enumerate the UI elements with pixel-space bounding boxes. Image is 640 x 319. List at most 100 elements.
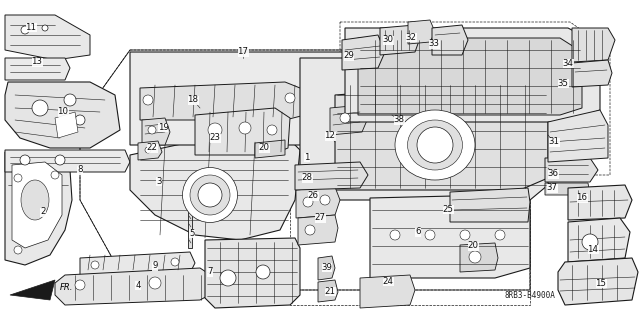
Circle shape xyxy=(21,26,29,34)
Circle shape xyxy=(495,230,505,240)
Polygon shape xyxy=(330,105,368,135)
Text: 1: 1 xyxy=(304,152,310,161)
Circle shape xyxy=(20,155,30,165)
Circle shape xyxy=(75,280,85,290)
Polygon shape xyxy=(138,141,162,160)
Text: 22: 22 xyxy=(147,144,157,152)
Ellipse shape xyxy=(182,167,237,222)
Polygon shape xyxy=(345,28,600,122)
Circle shape xyxy=(64,94,76,106)
Circle shape xyxy=(220,270,236,286)
Circle shape xyxy=(32,100,48,116)
Text: 31: 31 xyxy=(548,137,559,146)
Circle shape xyxy=(51,171,59,179)
Text: FR.: FR. xyxy=(60,284,74,293)
Text: 24: 24 xyxy=(383,277,394,286)
Polygon shape xyxy=(188,195,192,248)
Polygon shape xyxy=(460,243,498,272)
Polygon shape xyxy=(296,187,340,218)
Text: 13: 13 xyxy=(31,57,42,66)
Text: 23: 23 xyxy=(209,133,221,143)
Text: 2: 2 xyxy=(40,207,45,217)
Text: 37: 37 xyxy=(547,183,557,192)
Text: 36: 36 xyxy=(547,169,559,179)
Text: 17: 17 xyxy=(237,48,248,56)
Circle shape xyxy=(582,234,598,250)
Text: 4: 4 xyxy=(135,280,141,290)
Text: 8: 8 xyxy=(77,166,83,174)
Polygon shape xyxy=(10,280,55,300)
Text: 5: 5 xyxy=(189,228,195,238)
Circle shape xyxy=(417,127,453,163)
Text: 39: 39 xyxy=(321,263,332,271)
Circle shape xyxy=(256,265,270,279)
Polygon shape xyxy=(360,275,415,308)
Polygon shape xyxy=(5,150,130,172)
Text: 18: 18 xyxy=(188,95,198,105)
Circle shape xyxy=(390,230,400,240)
Text: 3: 3 xyxy=(156,176,162,186)
Polygon shape xyxy=(335,82,548,190)
Polygon shape xyxy=(5,152,72,265)
Ellipse shape xyxy=(190,175,230,215)
Polygon shape xyxy=(295,162,368,190)
Text: 29: 29 xyxy=(344,51,355,61)
Polygon shape xyxy=(568,185,632,220)
Circle shape xyxy=(75,115,85,125)
Polygon shape xyxy=(5,15,90,60)
Polygon shape xyxy=(408,20,435,44)
Polygon shape xyxy=(548,110,608,162)
Text: 20: 20 xyxy=(467,241,479,250)
Text: 28: 28 xyxy=(301,174,312,182)
Circle shape xyxy=(148,126,156,134)
Polygon shape xyxy=(358,38,582,115)
Circle shape xyxy=(91,261,99,269)
Text: 30: 30 xyxy=(383,35,394,44)
Circle shape xyxy=(239,122,251,134)
Text: 12: 12 xyxy=(324,131,335,140)
Polygon shape xyxy=(130,52,490,145)
Polygon shape xyxy=(572,28,615,62)
Text: 15: 15 xyxy=(595,278,607,287)
Polygon shape xyxy=(342,35,385,70)
Circle shape xyxy=(14,174,22,182)
Polygon shape xyxy=(140,82,305,120)
Text: 27: 27 xyxy=(314,213,326,222)
Circle shape xyxy=(143,95,153,105)
Circle shape xyxy=(285,93,295,103)
Polygon shape xyxy=(300,58,548,200)
Polygon shape xyxy=(55,112,78,138)
Polygon shape xyxy=(450,188,530,222)
Polygon shape xyxy=(205,238,300,308)
Text: 26: 26 xyxy=(307,191,319,201)
Polygon shape xyxy=(370,195,530,278)
Text: 7: 7 xyxy=(207,268,212,277)
Polygon shape xyxy=(80,252,195,278)
Text: 21: 21 xyxy=(324,286,335,295)
Polygon shape xyxy=(380,25,420,55)
Circle shape xyxy=(171,258,179,266)
Polygon shape xyxy=(130,140,300,240)
Text: 11: 11 xyxy=(26,23,36,32)
Polygon shape xyxy=(142,118,170,145)
Polygon shape xyxy=(432,25,468,55)
Circle shape xyxy=(14,246,22,254)
Text: 19: 19 xyxy=(157,122,168,131)
Text: 20: 20 xyxy=(259,144,269,152)
Text: 33: 33 xyxy=(429,40,440,48)
Polygon shape xyxy=(545,158,598,182)
Circle shape xyxy=(303,197,313,207)
Circle shape xyxy=(55,155,65,165)
Circle shape xyxy=(469,251,481,263)
Polygon shape xyxy=(568,218,630,262)
Polygon shape xyxy=(298,215,338,245)
Polygon shape xyxy=(545,183,590,195)
Polygon shape xyxy=(255,140,285,158)
Polygon shape xyxy=(318,256,335,280)
Circle shape xyxy=(145,147,151,153)
Text: 6: 6 xyxy=(415,227,420,236)
Polygon shape xyxy=(12,162,62,248)
Ellipse shape xyxy=(408,120,463,170)
Text: 34: 34 xyxy=(563,58,573,68)
Polygon shape xyxy=(572,60,612,87)
